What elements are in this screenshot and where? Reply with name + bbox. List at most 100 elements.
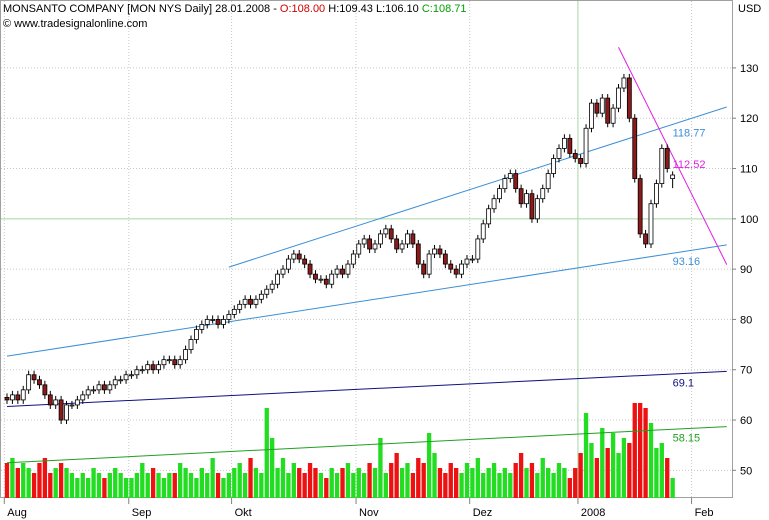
candle-body <box>643 233 648 245</box>
candle-body <box>31 374 37 381</box>
candle-body <box>383 228 389 235</box>
candle-body <box>594 102 600 114</box>
volume-bar <box>156 473 161 498</box>
trendline-label: 112.52 <box>673 159 706 171</box>
title-high: H:109.43 <box>328 3 373 15</box>
candle-body <box>486 208 492 225</box>
candle-body <box>578 158 584 164</box>
volume-bar <box>53 468 58 498</box>
volume-bar <box>616 453 621 498</box>
volume-bar <box>340 468 345 498</box>
y-tick-label: 60 <box>740 415 752 427</box>
volume-bar <box>610 433 616 498</box>
candle-body <box>475 238 481 260</box>
trendline <box>228 106 727 268</box>
trendline-label: 93.16 <box>673 256 701 268</box>
trendline <box>6 426 727 464</box>
x-tick-label: 2008 <box>581 507 605 519</box>
volume-bar <box>161 478 167 498</box>
volume-bar <box>86 478 91 498</box>
candle-body <box>161 359 167 366</box>
trendline-label: 118.77 <box>673 127 706 139</box>
volume-bar <box>448 463 453 498</box>
volume-bar <box>627 443 632 498</box>
volume-bar <box>605 448 610 498</box>
candle-body <box>610 107 616 124</box>
candle-body <box>210 319 216 321</box>
candle-body <box>112 379 118 386</box>
volume-bar <box>280 458 286 498</box>
candle-body <box>26 374 32 391</box>
volume-bar <box>291 463 296 498</box>
volume-bar <box>540 458 545 498</box>
candle-body <box>42 384 48 396</box>
volume-bar <box>654 448 659 498</box>
volume-bar <box>513 463 518 498</box>
candle-body <box>221 319 226 325</box>
title-name: MONSANTO COMPANY [MON NYS Daily] 28.01.2… <box>3 3 277 15</box>
volume-bar <box>670 478 675 498</box>
volume-bar <box>486 468 491 498</box>
candle-body <box>10 394 15 401</box>
candle-body <box>453 268 459 275</box>
candle-body <box>258 293 264 300</box>
volume-bar <box>96 473 102 498</box>
volume-bar <box>524 468 529 498</box>
volume-bar <box>232 468 237 498</box>
volume-bar <box>551 473 556 498</box>
candle-body <box>529 193 535 220</box>
volume-bar <box>253 468 259 498</box>
volume-bar <box>102 478 107 498</box>
candle-body <box>518 188 524 205</box>
volume-bar <box>313 468 318 498</box>
volume-bar <box>150 468 156 498</box>
candle-body <box>85 389 91 396</box>
candle-body <box>345 263 351 275</box>
candle-body <box>626 77 632 119</box>
volume-bar <box>242 473 248 498</box>
candle-body <box>410 233 416 245</box>
volume-bar <box>567 478 572 498</box>
candle-body <box>313 273 318 280</box>
volume-bar <box>356 468 361 498</box>
volume-bar <box>286 473 291 498</box>
candle-body <box>296 253 302 260</box>
candle-body <box>91 389 96 392</box>
candle-body <box>491 198 497 210</box>
plot-layer: 93.16 118.77 112.52 69.1 58.15 <box>1 1 732 498</box>
candle-body <box>118 379 124 382</box>
x-tick-label: Aug <box>7 507 27 519</box>
volume-bar <box>42 458 48 498</box>
candle-body <box>4 396 10 401</box>
volume-bar <box>432 453 437 498</box>
volume-bar <box>221 478 226 498</box>
volume-bar <box>600 428 605 498</box>
volume-bar <box>113 468 118 498</box>
candle-body <box>464 258 470 265</box>
candle-body <box>183 349 188 361</box>
candle-body <box>307 263 313 275</box>
y-axis-unit: USD <box>738 3 761 15</box>
chart-title: MONSANTO COMPANY [MON NYS Daily] 28.01.2… <box>3 3 467 15</box>
volume-bar <box>481 473 486 498</box>
volume-bar <box>145 473 150 498</box>
x-tick-label: Sep <box>132 507 152 519</box>
volume-bar <box>178 463 183 498</box>
candle-body <box>361 238 367 245</box>
candle-body <box>432 248 437 255</box>
volume-bar <box>172 473 177 498</box>
candle-body <box>199 324 205 330</box>
volume-bar <box>399 468 405 498</box>
volume-bar <box>648 423 654 498</box>
candle-body <box>567 137 573 154</box>
volume-bar <box>464 463 470 498</box>
volume-bar <box>454 468 459 498</box>
candle-body <box>134 369 140 376</box>
candle-body <box>302 258 308 265</box>
volume-bar <box>270 438 275 498</box>
candle-body <box>280 268 286 275</box>
volume-bar <box>362 473 367 498</box>
candle-body <box>621 77 627 89</box>
candle-body <box>540 188 546 200</box>
candle-body <box>194 329 199 340</box>
